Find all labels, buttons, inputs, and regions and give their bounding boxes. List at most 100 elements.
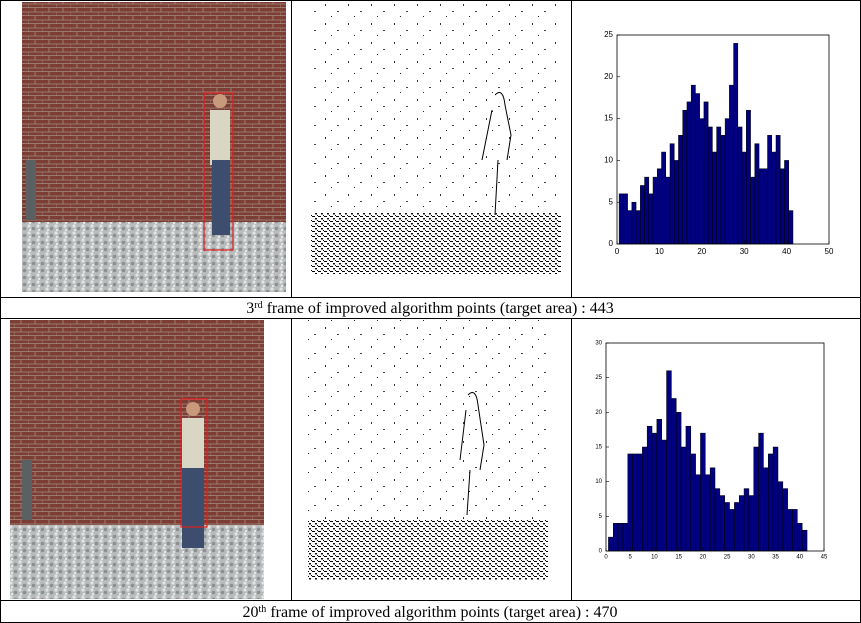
x-tick-label: 40 bbox=[782, 247, 791, 256]
bar bbox=[730, 509, 735, 551]
ordinal: 3 bbox=[246, 300, 254, 317]
figure: 3rd frame of improved algorithm points (… bbox=[0, 0, 861, 623]
photo bbox=[10, 320, 264, 599]
bar bbox=[773, 447, 778, 551]
x-tick-label: 30 bbox=[748, 555, 755, 561]
bar bbox=[671, 398, 676, 551]
bar bbox=[721, 135, 725, 244]
bar bbox=[793, 509, 798, 551]
y-tick-label: 5 bbox=[609, 197, 614, 206]
bar bbox=[705, 475, 710, 551]
bar bbox=[619, 194, 623, 244]
bar bbox=[686, 426, 691, 551]
x-tick-label: 0 bbox=[615, 247, 620, 256]
x-tick-label: 45 bbox=[821, 555, 828, 561]
bar bbox=[613, 523, 618, 551]
y-tick-label: 10 bbox=[604, 156, 613, 165]
bar bbox=[649, 194, 653, 244]
bar bbox=[636, 211, 640, 244]
bar bbox=[780, 169, 784, 244]
bar bbox=[768, 135, 772, 244]
x-tick-label: 10 bbox=[655, 247, 664, 256]
bar bbox=[628, 211, 632, 244]
bar bbox=[687, 102, 691, 244]
bar bbox=[704, 102, 708, 244]
bar bbox=[667, 371, 672, 551]
edge-image bbox=[311, 3, 561, 274]
bar bbox=[729, 85, 733, 244]
bar bbox=[751, 177, 755, 244]
bar bbox=[772, 152, 776, 244]
bar bbox=[623, 194, 627, 244]
x-tick-label: 5 bbox=[629, 555, 633, 561]
bar bbox=[763, 468, 768, 551]
bar bbox=[681, 447, 686, 551]
x-tick-label: 20 bbox=[697, 247, 706, 256]
bar bbox=[637, 454, 642, 551]
bar bbox=[755, 144, 759, 244]
edge-image bbox=[308, 320, 548, 580]
bar bbox=[778, 482, 783, 551]
y-tick-label: 10 bbox=[595, 479, 602, 485]
bar bbox=[717, 127, 721, 244]
x-tick-label: 10 bbox=[651, 555, 658, 561]
bar bbox=[683, 110, 687, 244]
bar bbox=[739, 496, 744, 551]
caption-text: frame of improved algorithm points (targ… bbox=[266, 604, 617, 621]
y-tick-label: 0 bbox=[609, 239, 614, 248]
bar bbox=[691, 85, 695, 244]
bar bbox=[744, 489, 749, 551]
bar bbox=[608, 537, 613, 551]
bar bbox=[676, 412, 681, 551]
bar bbox=[623, 523, 628, 551]
y-tick-label: 25 bbox=[595, 375, 602, 381]
bar bbox=[662, 440, 667, 551]
y-tick-label: 25 bbox=[604, 30, 613, 39]
bar bbox=[674, 160, 678, 244]
bar bbox=[642, 447, 647, 551]
bar bbox=[768, 454, 773, 551]
bar bbox=[678, 135, 682, 244]
bar bbox=[708, 127, 712, 244]
y-tick-label: 0 bbox=[599, 549, 603, 555]
bar bbox=[662, 152, 666, 244]
x-tick-label: 15 bbox=[675, 555, 682, 561]
bar bbox=[700, 433, 705, 551]
bar bbox=[742, 152, 746, 244]
bar bbox=[657, 169, 661, 244]
bar bbox=[696, 475, 701, 551]
y-tick-label: 20 bbox=[604, 72, 613, 81]
ordinal-suffix: th bbox=[259, 604, 267, 615]
y-tick-label: 5 bbox=[599, 514, 603, 520]
x-tick-label: 20 bbox=[700, 555, 707, 561]
x-tick-label: 40 bbox=[796, 555, 803, 561]
bar bbox=[695, 94, 699, 244]
x-tick-label: 30 bbox=[740, 247, 749, 256]
bar bbox=[759, 169, 763, 244]
x-tick-label: 50 bbox=[825, 247, 834, 256]
y-tick-label: 15 bbox=[595, 445, 602, 451]
bar bbox=[618, 523, 623, 551]
bar bbox=[633, 454, 638, 551]
bar bbox=[725, 119, 729, 244]
caption: 3rd frame of improved algorithm points (… bbox=[246, 300, 614, 318]
bar bbox=[734, 502, 739, 551]
caption-text: frame of improved algorithm points (targ… bbox=[263, 300, 614, 317]
bar bbox=[797, 523, 802, 551]
x-tick-label: 0 bbox=[604, 555, 608, 561]
bar bbox=[720, 496, 725, 551]
bar bbox=[754, 447, 759, 551]
bar bbox=[759, 433, 764, 551]
bar bbox=[652, 433, 657, 551]
bar bbox=[783, 489, 788, 551]
caption: 20th frame of improved algorithm points … bbox=[243, 604, 618, 622]
bar bbox=[776, 135, 780, 244]
bar bbox=[653, 177, 657, 244]
bar bbox=[763, 169, 767, 244]
bar bbox=[628, 454, 633, 551]
bar bbox=[647, 426, 652, 551]
ordinal-suffix: rd bbox=[254, 300, 262, 311]
bar bbox=[725, 502, 730, 551]
y-tick-label: 30 bbox=[595, 341, 602, 347]
bar bbox=[632, 202, 636, 244]
